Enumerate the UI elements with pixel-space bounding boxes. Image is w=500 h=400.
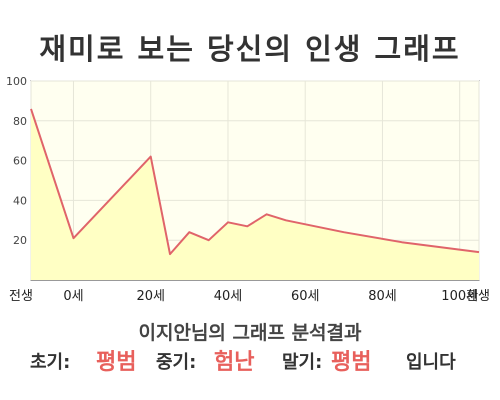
x-tick-label: 60세	[291, 289, 320, 304]
y-tick-label: 20	[13, 234, 27, 247]
y-tick-label: 100	[6, 75, 27, 88]
x-tick-label: 환생	[466, 289, 490, 304]
y-tick-label: 40	[13, 194, 27, 207]
late-stage-value: 평범	[331, 350, 372, 375]
early-stage-value: 평범	[96, 350, 137, 375]
x-tick-label: 0세	[63, 289, 83, 304]
line-series-layer	[30, 108, 480, 256]
mid-stage-value: 험난	[214, 350, 255, 375]
y-tick-label: 80	[13, 115, 27, 128]
x-tick-label: 20세	[136, 289, 165, 304]
y-tick-labels: 100 80 60 40 20	[6, 75, 27, 247]
area-fill-layer	[31, 108, 479, 281]
early-stage-label: 초기:	[30, 352, 71, 373]
area-fill	[31, 108, 479, 281]
x-tick-label: 전생	[9, 289, 33, 304]
x-tick-label: 80세	[368, 289, 397, 304]
x-tick-label: 100세	[441, 289, 478, 304]
x-tick-label: 40세	[214, 289, 243, 304]
verdict-ending: 입니다	[406, 352, 456, 373]
y-tick-label: 60	[13, 155, 27, 168]
late-stage-label: 말기:	[282, 352, 323, 373]
mid-stage-label: 중기:	[156, 352, 197, 373]
life-line	[30, 108, 480, 256]
analysis-summary: 이지안님의 그래프 분석결과	[138, 322, 362, 344]
graph-title: 재미로 보는 당신의 인생 그래프	[39, 32, 461, 66]
